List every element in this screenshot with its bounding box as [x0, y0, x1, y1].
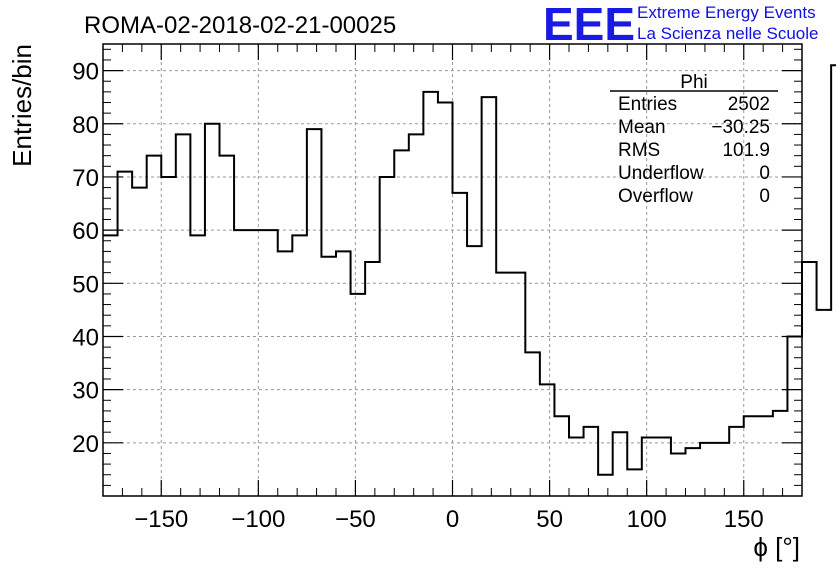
- stats-row-label: RMS: [618, 140, 660, 161]
- x-tick-label: 0: [446, 506, 459, 533]
- y-tick-labels: 20 30 40 50 60 70 80 90: [72, 59, 99, 458]
- y-tick-label: 20: [72, 431, 99, 458]
- y-tick-label: 40: [72, 324, 99, 351]
- stats-rows: Entries 2502 Mean −30.25 RMS 101.9 Underflow 0 O…: [618, 94, 770, 207]
- x-tick-label: 50: [536, 506, 563, 533]
- y-tick-label: 70: [72, 165, 99, 192]
- x-tick-label: −150: [134, 506, 188, 533]
- y-axis-label: Entries/bin: [7, 44, 37, 167]
- y-tick-label: 90: [72, 59, 99, 86]
- stats-row-label: Mean: [618, 117, 666, 138]
- stats-row-value: 2502: [728, 94, 770, 115]
- axis-ticks: [103, 44, 802, 496]
- stats-row-label: Overflow: [618, 186, 693, 207]
- stats-row-label: Underflow: [618, 163, 704, 184]
- stats-row-value: 0: [759, 186, 770, 207]
- stats-row-value: −30.25: [711, 117, 770, 138]
- stats-box-title: Phi: [680, 72, 707, 93]
- chart-title: ROMA-02-2018-02-21-00025: [84, 12, 396, 39]
- logo-mark: EEE: [543, 0, 635, 50]
- stats-row-value: 101.9: [722, 140, 770, 161]
- histogram-step-line: [103, 64, 836, 476]
- logo-line-2: La Scienza nelle Scuole: [637, 24, 818, 43]
- stats-row-label: Entries: [618, 94, 677, 115]
- logo-line-1: Extreme Energy Events: [637, 3, 816, 22]
- x-tick-label: −50: [335, 506, 376, 533]
- x-tick-label: 150: [724, 506, 764, 533]
- y-tick-label: 60: [72, 218, 99, 245]
- x-tick-label: −100: [231, 506, 285, 533]
- eee-logo: EEE Extreme Energy Events La Scienza nel…: [543, 0, 818, 50]
- y-tick-label: 80: [72, 112, 99, 139]
- x-tick-label: 100: [627, 506, 667, 533]
- x-axis-label: ϕ [°]: [753, 532, 800, 562]
- x-tick-labels: −150 −100 −50 0 50 100 150: [134, 506, 764, 533]
- y-tick-label: 50: [72, 271, 99, 298]
- stats-box: Phi Entries 2502 Mean −30.25 RMS 101.9 Underfl…: [610, 72, 778, 207]
- stats-row-value: 0: [759, 163, 770, 184]
- y-tick-label: 30: [72, 378, 99, 405]
